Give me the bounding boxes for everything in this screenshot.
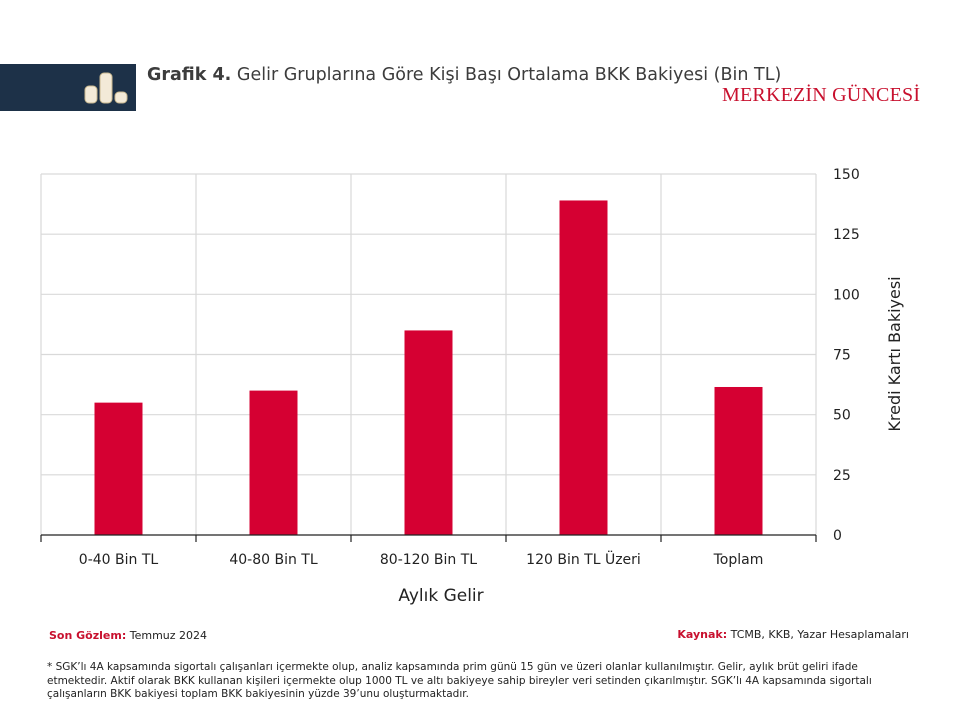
x-axis-label: Aylık Gelir (398, 586, 483, 606)
last-observation-value: Temmuz 2024 (129, 629, 208, 642)
brand-logo: MERKEZİN GÜNCESİ (722, 84, 921, 106)
bars (94, 200, 763, 535)
y-tick-label: 100 (833, 287, 860, 303)
x-tick-label: 0-40 Bin TL (79, 552, 159, 568)
x-tick-label: Toplam (713, 552, 764, 568)
last-observation-label: Son Gözlem: (49, 629, 127, 642)
bar-chart: 0 25 50 75 100 125 150 0-40 Bin TL 40-80 Bin TL… (40, 167, 904, 606)
y-tick-labels: 0 25 50 75 100 125 150 (833, 167, 860, 544)
grid-lines (40, 173, 817, 535)
x-tick-label: 120 Bin TL Üzeri (526, 550, 641, 568)
chart-title-text: Gelir Gruplarına Göre Kişi Başı Ortalama… (236, 65, 782, 85)
footnote: * SGK’lı 4A kapsamında sigortalı çalışan… (47, 661, 872, 700)
x-tick-label: 40-80 Bin TL (229, 552, 318, 568)
y-axis-label: Kredi Kartı Bakiyesi (885, 276, 904, 431)
bar (94, 402, 143, 535)
y-tick-label: 0 (833, 528, 842, 544)
y-tick-label: 50 (833, 408, 851, 424)
chart-title: Grafik 4. Gelir Gruplarına Göre Kişi Baş… (147, 63, 781, 88)
y-tick-label: 25 (833, 468, 851, 484)
y-tick-label: 75 (833, 348, 851, 364)
source: Kaynak: TCMB, KKB, Yazar Hesaplamaları (677, 628, 909, 641)
source-label: Kaynak: (677, 628, 728, 641)
bar-chart-icon (84, 72, 128, 104)
source-value: TCMB, KKB, Yazar Hesaplamaları (730, 628, 909, 641)
bar (714, 386, 763, 535)
axes (40, 534, 817, 542)
bar (559, 200, 608, 535)
title-band (0, 64, 136, 111)
bar (404, 330, 453, 535)
last-observation: Son Gözlem: Temmuz 2024 (49, 629, 207, 642)
chart-title-number: Grafik 4. (147, 65, 232, 85)
x-tick-label: 80-120 Bin TL (380, 552, 477, 568)
y-tick-label: 150 (833, 167, 860, 183)
bar (249, 390, 298, 535)
x-tick-labels: 0-40 Bin TL 40-80 Bin TL 80-120 Bin TL 120 … (79, 550, 764, 568)
y-tick-label: 125 (833, 227, 860, 243)
